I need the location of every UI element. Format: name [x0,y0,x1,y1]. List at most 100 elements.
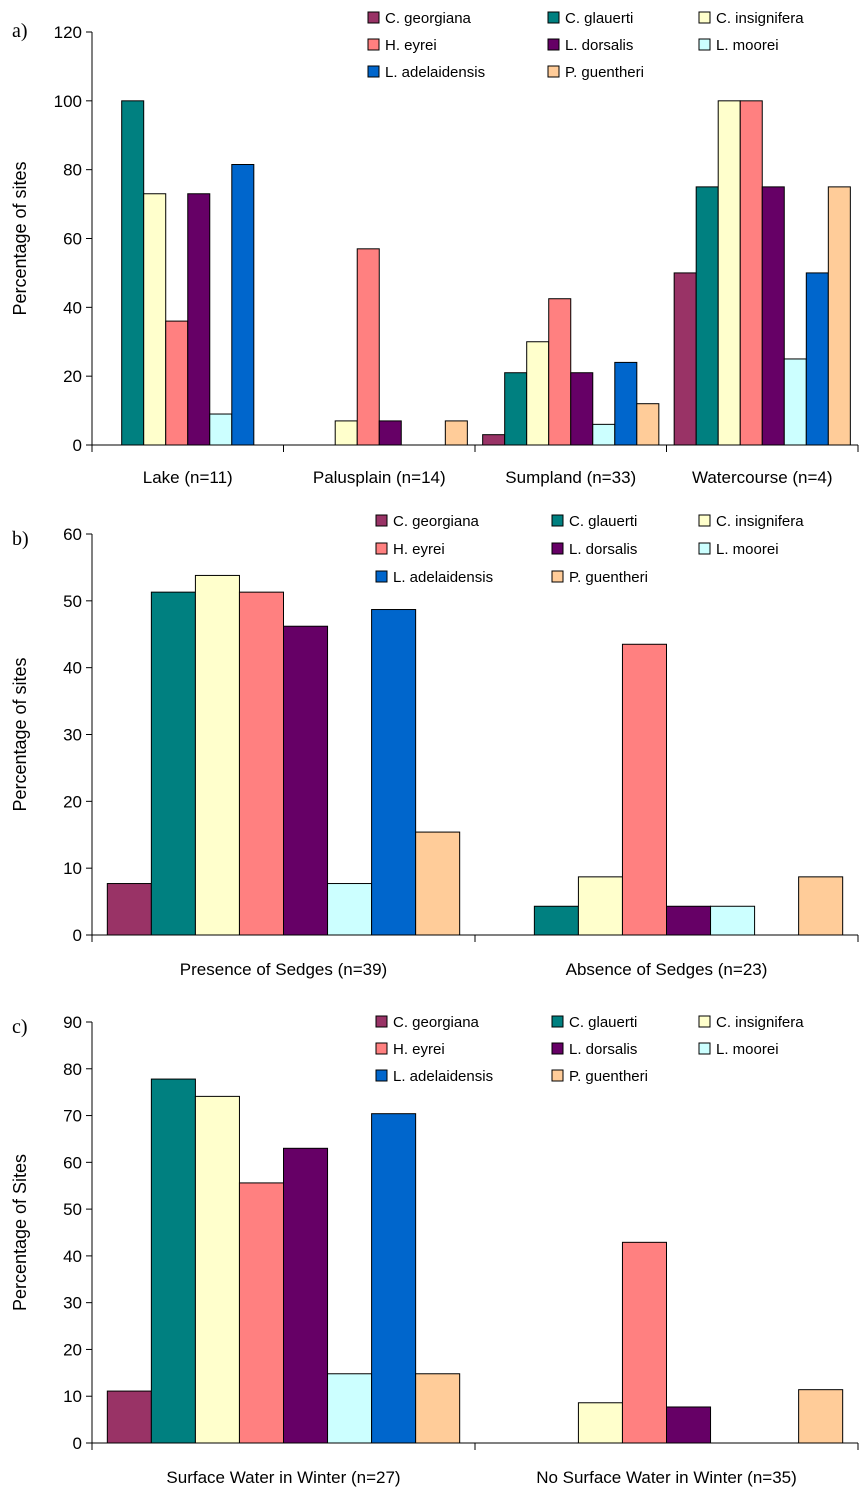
x-category-label: Palusplain (n=14) [313,468,446,487]
bar [209,413,233,446]
y-tick-label: 0 [73,436,82,455]
legend-label: L. moorei [716,541,779,558]
bar [231,164,255,446]
legend-label: L. adelaidensis [393,569,493,586]
bar [150,591,196,936]
bar [356,248,380,446]
bar [378,420,402,446]
y-axis-title: Percentage of sites [10,161,30,315]
bar [695,186,719,446]
legend-swatch [375,1069,388,1082]
bar [415,1373,461,1444]
legend-label: C. insignifera [716,10,804,27]
legend-swatch [551,514,564,527]
bar [106,883,152,936]
bar [106,1390,152,1444]
y-tick-label: 40 [63,1247,82,1266]
legend-swatch [698,11,711,24]
bar [710,905,756,936]
y-tick-label: 100 [54,92,82,111]
bar [666,905,712,936]
legend-swatch [547,38,560,51]
legend-label: P. guentheri [565,64,644,81]
bar [150,1078,196,1444]
bar [717,100,741,446]
y-tick-label: 50 [63,1200,82,1219]
y-tick-label: 60 [63,1153,82,1172]
y-tick-label: 50 [63,592,82,611]
y-tick-label: 70 [63,1107,82,1126]
y-tick-label: 30 [63,1294,82,1313]
legend-label: H. eyrei [393,541,445,558]
y-tick-label: 120 [54,23,82,42]
legend-swatch [547,11,560,24]
legend: C. georgiana C. glauerti C. insignifera H. … [375,1014,804,1085]
legend-label: P. guentheri [569,569,648,586]
legend-swatch [375,570,388,583]
x-category-label: Presence of Sedges (n=39) [180,960,387,979]
bar [143,193,167,446]
bar [334,420,358,446]
bar [283,625,329,936]
panel-letter: c) [12,1016,28,1038]
bar [526,341,550,446]
y-tick-label: 80 [63,1060,82,1079]
legend-label: C. glauerti [569,513,637,530]
bar [548,298,572,446]
y-tick-label: 20 [63,367,82,386]
legend-label: L. adelaidensis [393,1068,493,1085]
bar [827,186,851,446]
legend-label: C. glauerti [569,1014,637,1031]
bar [194,574,240,936]
bar [739,100,763,446]
bar [371,609,417,936]
legend-swatch [698,1015,711,1028]
legend-label: C. insignifera [716,513,804,530]
x-category-label: Surface Water in Winter (n=27) [166,1468,400,1487]
x-category-label: Sumpland (n=33) [505,468,636,487]
legend-label: L. moorei [716,37,779,54]
bar [666,1406,712,1444]
bar [482,434,506,446]
y-tick-label: 80 [63,161,82,180]
y-tick-label: 30 [63,726,82,745]
chart-panel-1: a) Percentage of sites 0 20 40 60 80 100 120 Lake… [10,10,859,487]
bar [444,420,468,446]
bar [570,372,594,446]
bar [187,193,211,446]
bar [327,1373,373,1444]
bar [121,100,145,446]
bar [621,1241,668,1444]
chart-panel-3: c) Percentage of Sites 0 10 20 30 40 50 60 70 80 90… [10,1013,859,1487]
bar [798,1389,844,1444]
legend-label: C. insignifera [716,1014,804,1031]
legend-swatch [367,11,380,24]
legend-swatch [375,542,388,555]
y-tick-label: 0 [73,926,82,945]
legend-swatch [551,570,564,583]
bar [783,358,807,446]
legend-label: C. glauerti [565,10,633,27]
y-tick-label: 10 [63,1387,82,1406]
x-category-label: Lake (n=11) [143,468,233,487]
legend-label: H. eyrei [385,37,437,54]
y-tick-label: 60 [63,525,82,544]
bar [577,876,623,936]
legend-swatch [698,1042,711,1055]
bar [577,1402,623,1444]
legend-swatch [698,514,711,527]
legend-swatch [375,514,388,527]
y-tick-label: 90 [63,1013,82,1032]
x-category-label: Watercourse (n=4) [692,468,833,487]
legend-swatch [551,1015,564,1028]
legend-label: L. dorsalis [565,37,633,54]
legend-swatch [375,1042,388,1055]
legend-swatch [367,38,380,51]
legend-swatch [367,65,380,78]
y-axis-title: Percentage of Sites [10,1154,30,1311]
bar [165,320,189,446]
legend-swatch [547,65,560,78]
legend: C. georgiana C. glauerti C. insignifera H. … [367,10,804,81]
legend: C. georgiana C. glauerti C. insignifera H. … [375,513,804,586]
